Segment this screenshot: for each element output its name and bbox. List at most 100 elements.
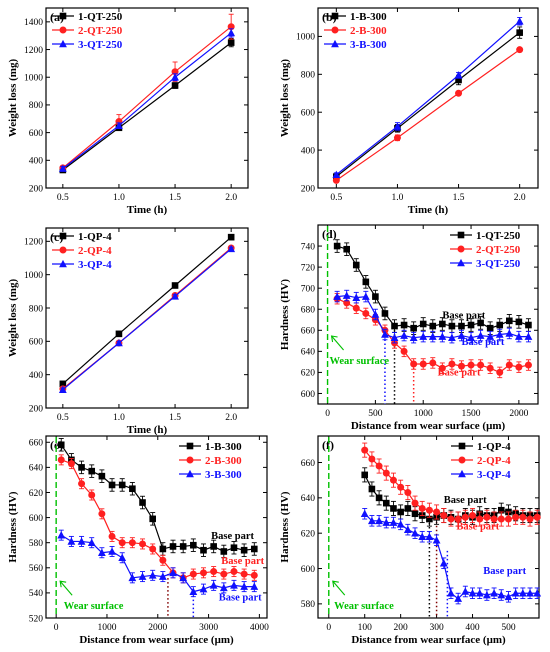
legend-entry: 3-B-300: [324, 39, 387, 51]
annotation-text: Base part: [442, 311, 485, 322]
data-point: [227, 244, 236, 253]
data-point: [525, 321, 532, 329]
data-point: [361, 471, 369, 479]
wear-surface-arrow: [332, 580, 346, 596]
data-point: [411, 510, 419, 518]
annotation-text: Base part: [219, 592, 262, 603]
legend-entry: 1-QT-250: [52, 11, 123, 23]
series-3-B-300: [332, 17, 524, 179]
y-tick-label: 660: [301, 327, 316, 337]
panel-label: (f): [322, 438, 334, 452]
y-tick-label: 400: [29, 371, 44, 381]
x-tick-label: 0.5: [57, 413, 69, 423]
data-point: [381, 330, 389, 338]
x-axis-label: Distance from wear surface (μm): [351, 634, 506, 646]
data-point: [477, 319, 484, 327]
data-point: [382, 518, 391, 526]
data-point: [440, 512, 448, 520]
x-tick-label: 1.5: [169, 413, 181, 423]
data-point: [533, 589, 542, 597]
data-point: [343, 245, 350, 253]
plot-frame: [317, 435, 540, 619]
data-point: [368, 516, 376, 525]
x-tick-label: 300: [429, 623, 444, 633]
legend-marker: [59, 232, 67, 240]
data-point: [455, 89, 463, 97]
annotation-text: Base part: [456, 522, 499, 533]
data-point: [219, 583, 228, 592]
wear-surface-arrowhead: [332, 580, 339, 588]
data-point: [515, 363, 523, 371]
data-point: [393, 134, 401, 142]
data-point: [332, 176, 340, 184]
data-point: [429, 359, 437, 367]
data-point: [524, 361, 532, 369]
legend-marker: [59, 246, 67, 254]
data-point: [381, 310, 389, 317]
data-point: [419, 360, 427, 368]
legend-entry: 2-QT-250: [450, 244, 521, 256]
data-point: [210, 568, 218, 576]
x-axis-label: Time (h): [408, 204, 449, 216]
legend-marker: [186, 456, 194, 464]
y-tick-label: 800: [301, 71, 316, 81]
data-point: [511, 589, 520, 597]
data-point: [149, 545, 157, 553]
data-point: [504, 515, 512, 523]
annotation-text: Wear surface: [329, 356, 389, 367]
data-point: [516, 29, 523, 36]
data-point: [169, 568, 177, 577]
plot-frame: [45, 435, 268, 619]
data-point: [149, 515, 156, 523]
data-point: [400, 321, 408, 329]
data-point: [382, 499, 390, 507]
series-2-B-300: [332, 46, 524, 184]
y-tick-label: 1000: [296, 33, 315, 43]
data-point: [67, 537, 76, 545]
data-point: [129, 485, 136, 493]
data-point: [461, 587, 470, 595]
y-tick-label: 700: [301, 284, 316, 294]
data-point: [333, 242, 341, 250]
y-tick-label: 560: [29, 564, 44, 574]
data-point: [404, 505, 412, 512]
data-point: [490, 515, 498, 523]
legend-entry: 2-QP-4: [451, 455, 511, 467]
data-point: [433, 508, 441, 516]
y-tick-label: 800: [29, 101, 44, 111]
x-tick-label: 1000: [414, 409, 433, 419]
data-point: [360, 509, 369, 518]
data-point: [419, 320, 427, 328]
data-point: [400, 347, 408, 355]
data-point: [448, 322, 456, 330]
data-point: [438, 332, 447, 340]
series-2-QT-250: [59, 13, 235, 172]
data-point: [396, 520, 405, 528]
data-point: [179, 543, 187, 550]
legend-entry: 1-B-300: [179, 441, 242, 453]
y-tick-label: 200: [29, 404, 44, 414]
data-point: [199, 569, 207, 577]
data-point: [454, 515, 462, 523]
legend-label: 2-QT-250: [476, 244, 521, 256]
y-tick-label: 520: [29, 614, 44, 624]
legend-entry: 1-QP-4: [52, 231, 112, 243]
data-point: [118, 539, 126, 547]
series-line: [335, 20, 521, 176]
chart-panel-3: (d) 0 500 1000 1500 2000 600 620 640 660 680 700 720…: [279, 224, 539, 432]
data-point: [58, 164, 67, 172]
y-tick-label: 1000: [24, 271, 43, 281]
data-point: [397, 508, 404, 516]
annotation-text: Base part: [483, 566, 526, 577]
series-line: [62, 248, 232, 391]
data-point: [411, 529, 419, 537]
legend-marker: [458, 442, 466, 450]
data-point: [371, 310, 380, 318]
y-tick-label: 720: [301, 263, 316, 273]
series-line: [335, 49, 521, 181]
data-point: [220, 548, 228, 555]
data-point: [333, 292, 342, 300]
legend-marker: [331, 26, 339, 34]
data-point: [390, 505, 397, 512]
